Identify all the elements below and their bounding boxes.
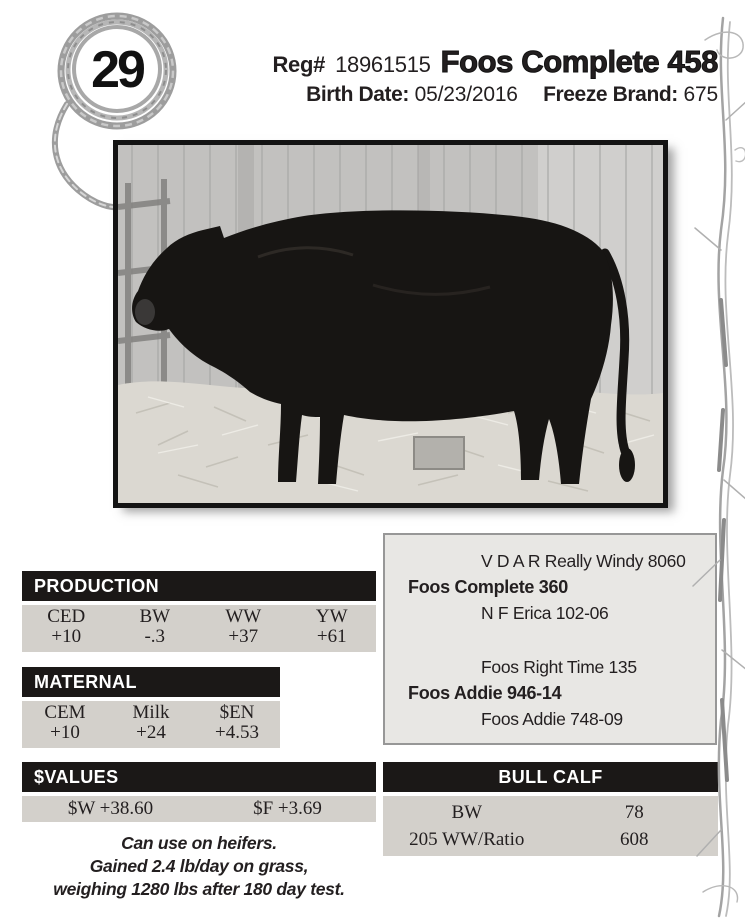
reg-label: Reg#: [272, 52, 326, 77]
freeze-brand-value: 675: [683, 83, 719, 106]
pedigree-box: V D A R Really Windy 8060 Foos Complete …: [383, 533, 717, 745]
maternal-row: CEM +10 Milk +24 $EN +4.53: [22, 701, 280, 748]
pedigree-dam-sire: Foos Right Time 135: [481, 657, 637, 677]
lot-number-badge: 29: [51, 12, 177, 211]
svalues-table: $VALUES $W +38.60 $F +3.69: [22, 762, 376, 822]
col-value: +10: [51, 626, 82, 647]
header-detail-line: Birth Date: 05/23/2016 Freeze Brand: 675: [272, 83, 718, 107]
pedigree-dam-dam: Foos Addie 748-09: [481, 709, 623, 729]
col-label: BW: [139, 606, 171, 627]
bull-silhouette-icon: [132, 210, 635, 484]
maternal-cem: CEM +10: [22, 701, 108, 748]
col-label: $EN: [219, 702, 255, 723]
production-bw: BW -.3: [111, 605, 200, 652]
bull-calf-ww-value: 608: [620, 828, 649, 850]
col-label: Milk: [132, 702, 170, 723]
header: Reg# 18961515 Foos Complete 458 Birth Da…: [272, 44, 718, 107]
maternal-table: MATERNAL CEM +10 Milk +24 $EN +4.53: [22, 667, 280, 748]
col-label: CEM: [44, 702, 86, 723]
production-ced: CED +10: [22, 605, 111, 652]
pedigree-dam: Foos Addie 946-14: [408, 683, 562, 703]
header-title-line: Reg# 18961515 Foos Complete 458: [272, 44, 718, 80]
col-value: +61: [316, 626, 347, 647]
maternal-en: $EN +4.53: [194, 701, 280, 748]
col-label: YW: [315, 606, 348, 627]
col-label: WW: [225, 606, 262, 627]
birth-date-value: 05/23/2016: [414, 83, 518, 106]
bull-calf-rows: BW 78 205 WW/Ratio 608: [383, 796, 718, 856]
table-row: 205 WW/Ratio 608: [383, 829, 718, 851]
production-header: PRODUCTION: [22, 571, 376, 601]
svalue-w: $W +38.60: [67, 798, 154, 819]
bull-photo: [113, 140, 668, 508]
production-yw: YW +61: [288, 605, 377, 652]
production-ww: WW +37: [199, 605, 288, 652]
animal-name: Foos Complete 458: [440, 44, 719, 80]
bull-calf-bw-value: 78: [624, 801, 644, 823]
lot-number: 29: [91, 41, 144, 99]
maternal-header: MATERNAL: [22, 667, 280, 697]
birth-date-label: Birth Date:: [306, 83, 410, 106]
freeze-brand-label: Freeze Brand:: [543, 83, 678, 106]
col-value: +37: [228, 626, 259, 647]
bull-calf-ww-label: 205 WW/Ratio: [409, 828, 525, 850]
svalues-row: $W +38.60 $F +3.69: [22, 796, 376, 822]
footnote-line: Gained 2.4 lb/day on grass,: [89, 856, 309, 876]
col-value: +10: [50, 722, 80, 743]
reg-number: 18961515: [335, 52, 431, 77]
pedigree-sire-dam: N F Erica 102-06: [481, 603, 609, 623]
maternal-milk: Milk +24: [108, 701, 194, 748]
svalue-f: $F +3.69: [253, 798, 322, 819]
production-table: PRODUCTION CED +10 BW -.3 WW +37 YW +61: [22, 571, 376, 652]
footnote-line: Can use on heifers.: [121, 833, 277, 853]
pedigree-sire-sire: V D A R Really Windy 8060: [481, 551, 686, 571]
col-value: +4.53: [215, 722, 259, 743]
bull-photo-art: [118, 145, 663, 503]
bull-calf-table: BULL CALF BW 78 205 WW/Ratio 608: [383, 762, 718, 856]
bull-calf-bw-label: BW: [451, 801, 483, 823]
table-row: BW 78: [383, 802, 718, 824]
rope-coil-icon: [51, 12, 177, 211]
col-value: +24: [136, 722, 166, 743]
bull-calf-header: BULL CALF: [383, 762, 718, 792]
col-label: CED: [47, 606, 86, 627]
col-value: -.3: [144, 626, 166, 647]
footnote: Can use on heifers. Gained 2.4 lb/day on…: [22, 832, 376, 901]
production-row: CED +10 BW -.3 WW +37 YW +61: [22, 605, 376, 652]
svalues-header: $VALUES: [22, 762, 376, 792]
pedigree-sire: Foos Complete 360: [408, 577, 568, 597]
footnote-line: weighing 1280 lbs after 180 day test.: [53, 879, 345, 899]
